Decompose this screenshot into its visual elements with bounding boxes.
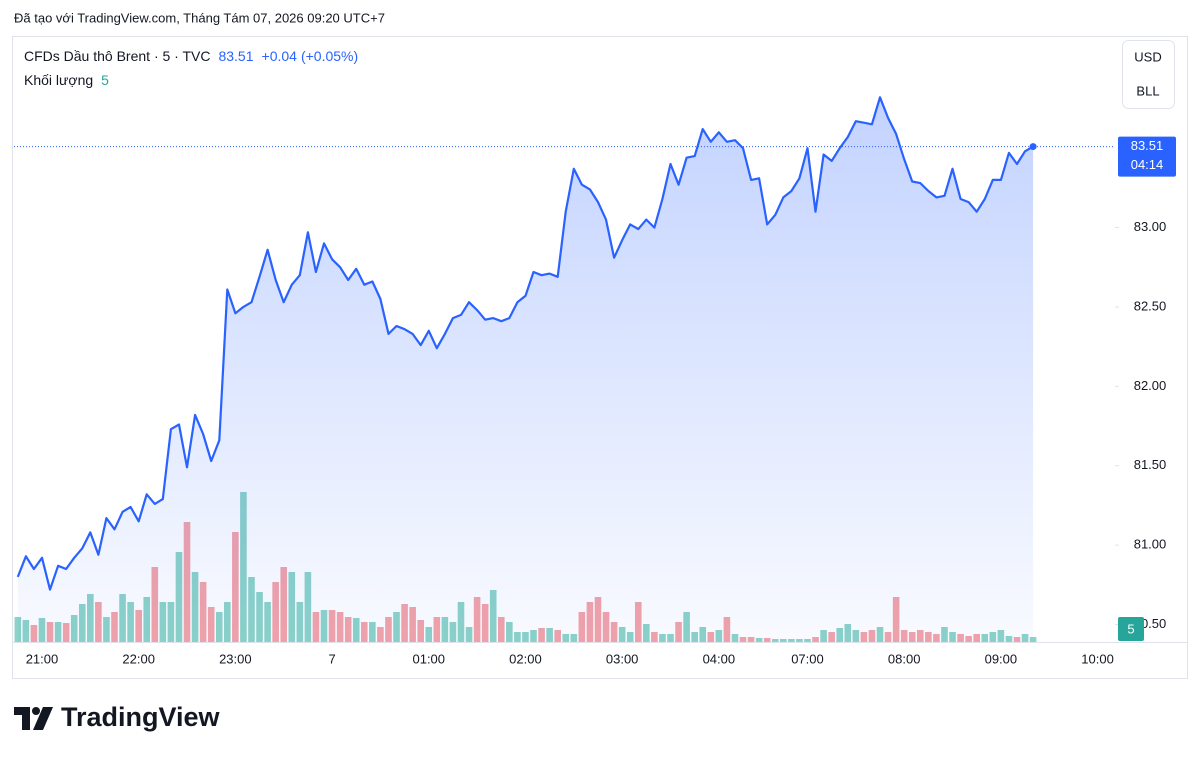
plot-area — [14, 96, 1037, 642]
last-price-dot — [1029, 143, 1037, 151]
legend-volume-name: Khối lượng — [24, 72, 93, 88]
x-tick-label: 09:00 — [985, 651, 1018, 666]
x-tick-label: 02:00 — [509, 651, 542, 666]
last-volume-label: 5 — [1127, 621, 1134, 636]
price-line — [16, 96, 1034, 591]
currency-button[interactable]: USD — [1134, 49, 1161, 64]
x-tick-label: 04:00 — [703, 651, 736, 666]
brand-name: TradingView — [61, 702, 221, 732]
volume-bar — [1029, 637, 1037, 642]
chart-frame — [12, 36, 1188, 679]
legend-change: +0.04 — [262, 48, 298, 64]
y-tick-label: 81.50 — [1134, 457, 1167, 472]
x-tick-label: 03:00 — [606, 651, 639, 666]
x-tick-label: 10:00 — [1081, 651, 1114, 666]
y-tick-label: 81.00 — [1134, 537, 1167, 552]
y-tick-label: 83.00 — [1134, 219, 1167, 234]
x-tick-label: 22:00 — [122, 651, 155, 666]
last-price-badge — [1118, 136, 1176, 177]
x-tick-label: 23:00 — [219, 651, 252, 666]
x-tick-label: 7 — [328, 651, 335, 666]
x-tick-label: 08:00 — [888, 651, 921, 666]
legend-volume-value: 5 — [101, 72, 109, 88]
legend-change-percent: (+0.05%) — [301, 48, 358, 64]
countdown-label: 04:14 — [1131, 157, 1164, 172]
legend-symbol: CFDs Dầu thô Brent · 5 · TVC — [24, 48, 210, 64]
x-tick-label: 07:00 — [791, 651, 824, 666]
y-tick-label: 82.00 — [1134, 378, 1167, 393]
x-tick-label: 21:00 — [26, 651, 59, 666]
brand-logo: TradingView — [14, 702, 221, 732]
price-area — [17, 97, 1034, 642]
legend-volume: Khối lượng 5 — [24, 72, 109, 88]
legend-last-price: 83.51 — [218, 48, 253, 64]
last-volume-badge — [1118, 617, 1144, 641]
legend-main: CFDs Dầu thô Brent · 5 · TVC 83.51 +0.04 (+… — [24, 48, 358, 64]
header-caption: Đã tạo với TradingView.com, Tháng Tám 07… — [14, 10, 385, 25]
unit-buttons[interactable] — [1122, 40, 1175, 109]
last-price-label: 83.51 — [1131, 138, 1164, 153]
unit-button[interactable]: BLL — [1136, 83, 1159, 98]
x-tick-label: 01:00 — [412, 651, 445, 666]
y-tick-label: 82.50 — [1134, 298, 1167, 313]
